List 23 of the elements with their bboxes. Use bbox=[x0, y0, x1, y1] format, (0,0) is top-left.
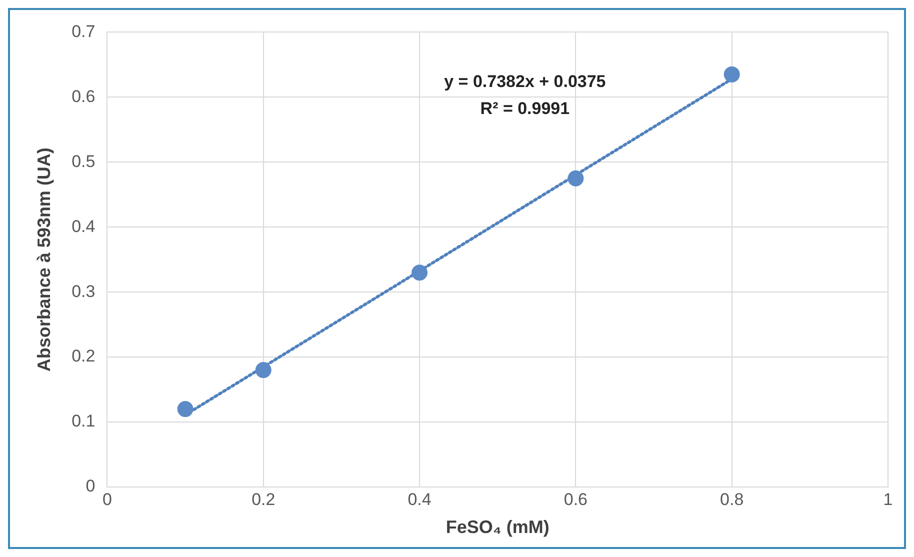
point bbox=[177, 401, 194, 418]
point bbox=[412, 264, 428, 281]
y-tick-label: 0.4 bbox=[72, 216, 96, 236]
y-tick-label: 0.5 bbox=[72, 152, 96, 171]
point bbox=[568, 170, 584, 186]
y-axis-title: Absorbance à 593nm (UA) bbox=[34, 148, 54, 372]
annotation: R² = 0.9991 bbox=[480, 99, 570, 118]
x-tick-label: 0 bbox=[102, 490, 112, 509]
y-tick-label: 0 bbox=[86, 476, 96, 496]
y-tick-label: 0.7 bbox=[72, 22, 96, 41]
y-tick-label: 0.2 bbox=[72, 346, 96, 366]
y-tick-label: 0.1 bbox=[72, 412, 96, 431]
y-tick-label: 0.3 bbox=[72, 282, 96, 301]
point bbox=[255, 362, 272, 378]
x-tick-label: 0.2 bbox=[252, 490, 276, 509]
x-tick-label: 0.4 bbox=[408, 490, 432, 509]
x-tick-label: 0.8 bbox=[720, 490, 744, 509]
y-tick-label: 0.6 bbox=[72, 86, 96, 106]
x-axis-title: FeSO₄ (mM) bbox=[446, 517, 550, 538]
point bbox=[724, 66, 740, 82]
x-tick-label: 0.6 bbox=[564, 490, 588, 509]
annotation: y = 0.7382x + 0.0375 bbox=[444, 72, 606, 92]
x-tick-label: 1 bbox=[883, 490, 893, 509]
